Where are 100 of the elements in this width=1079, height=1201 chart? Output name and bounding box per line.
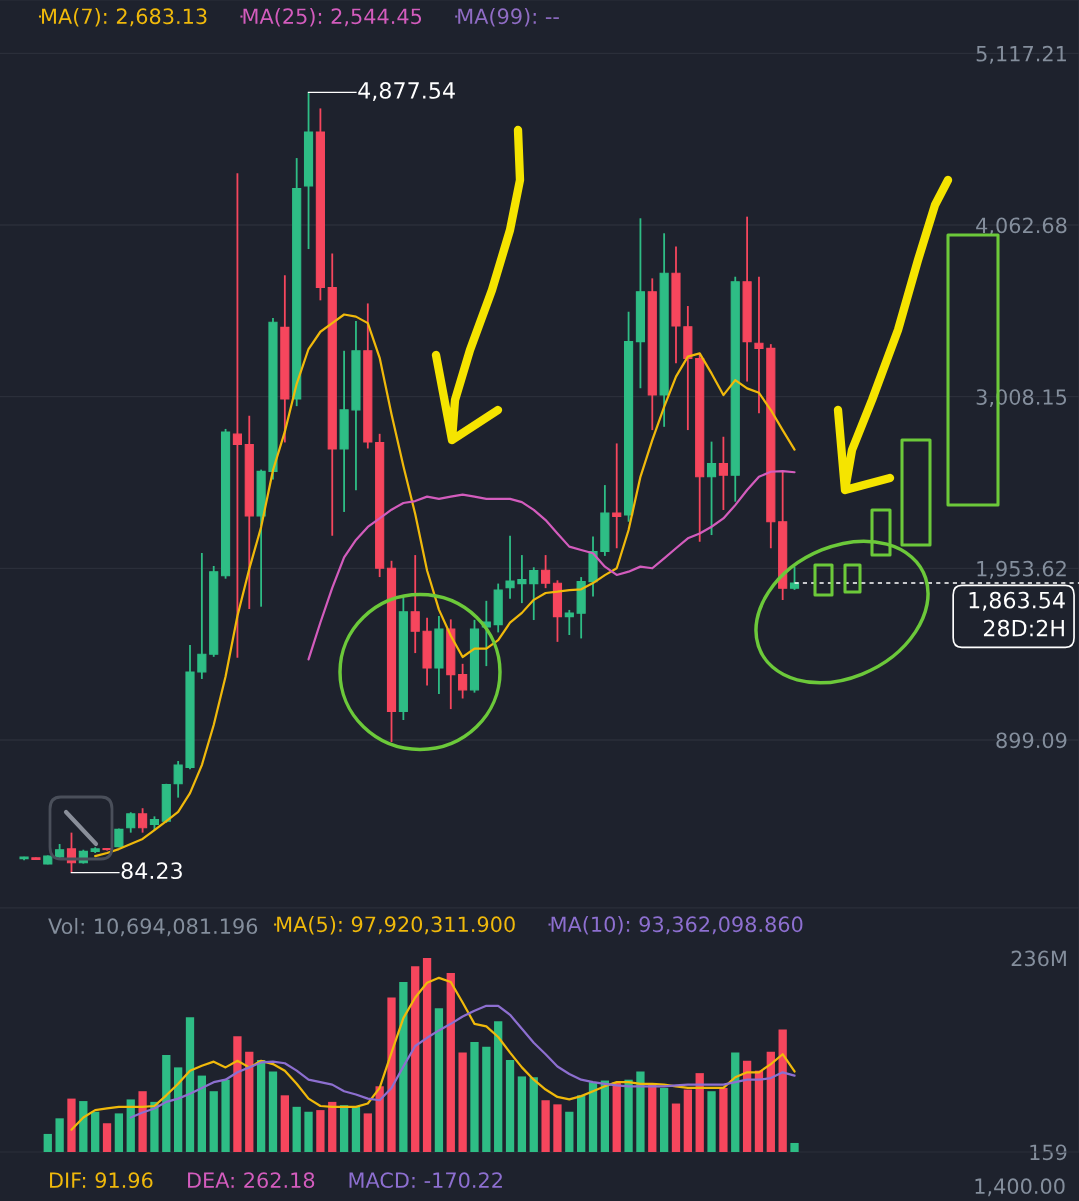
bar [233,1036,242,1152]
bar [541,1100,550,1152]
bar [458,1052,467,1152]
text: DIF: 91.96 [50,1172,153,1189]
annotation: Vol: 10,694,081.196 [48,917,258,937]
legend-label: MA(99): -- [458,8,559,27]
legend-label: MA(10): 93,362,098.860 [551,916,803,935]
annotation: 4,877.54 [358,82,455,102]
bar [636,1071,645,1152]
bar [446,972,455,1152]
bar [328,1101,337,1152]
bar [612,1082,621,1152]
bar [707,1091,716,1152]
bar [517,1076,527,1152]
bar [565,1111,574,1152]
bar [363,1113,372,1152]
bar [683,1089,692,1152]
bar [185,1017,195,1152]
bar [138,1091,147,1152]
candlestick [754,275,764,415]
bar [162,1055,171,1152]
bar [671,1103,681,1152]
candlestick [612,442,622,550]
bar [387,997,396,1152]
bar [731,1052,740,1152]
candlestick [173,760,183,799]
candlestick [505,534,515,600]
bar [245,1051,254,1152]
bar [494,1021,503,1152]
line-series [307,469,796,661]
annotation: 84.23 [121,862,182,880]
text: DEA: 262.18 [188,1172,315,1189]
candlestick [197,552,207,680]
bar [280,1095,289,1152]
candlestick [138,807,148,834]
bar [256,1059,266,1152]
bar [422,958,432,1152]
candlestick [718,435,728,511]
line-series [129,1004,796,1119]
bar [588,1082,598,1152]
bar [150,1101,159,1152]
bar [624,1079,633,1152]
candlestick [458,662,468,700]
bar [577,1095,586,1152]
bar [600,1080,610,1152]
text: 28D:2H [983,619,1064,637]
text: 1,400.00 [975,1178,1065,1197]
candlestick [126,811,136,834]
bar [174,1067,183,1152]
candlestick [564,609,574,636]
bar [659,1087,669,1152]
candlestick [517,554,527,605]
bar [553,1104,562,1152]
bar [292,1106,301,1152]
bar [67,1098,76,1152]
y-tick-label: 4,062.68 [976,217,1067,236]
bar [778,1029,787,1152]
bar [43,1133,52,1152]
text: MACD: -170.22 [349,1172,502,1189]
bar [316,1110,325,1152]
bar [529,1077,538,1152]
candlestick [529,566,539,621]
candlestick [410,554,420,654]
bar [339,1105,349,1152]
bar [79,1101,88,1152]
candlestick [541,554,551,590]
bar [754,1070,764,1152]
bar [470,1041,479,1152]
line-series [70,976,796,1131]
bar [742,1060,752,1152]
bar [434,1008,444,1152]
bar [399,981,408,1152]
bar [790,1142,799,1152]
bar [411,966,420,1152]
candlestick [232,172,243,659]
bar [55,1118,64,1152]
bar [375,1086,384,1152]
bar [114,1113,124,1152]
legend-label: MA(7): 2,683.13 [42,8,207,27]
ref-line-label: 1,863.54 [969,591,1065,611]
legend-label: MA(25): 2,544.45 [243,8,422,27]
bar [304,1111,313,1152]
y-tick-label: 236M [1011,950,1066,967]
y-tick-label: 1,953.62 [977,560,1066,579]
y-tick-label: 899.09 [996,732,1067,749]
bar [268,1071,278,1152]
bar [482,1046,491,1152]
y-tick-label: 5,117.21 [976,45,1066,64]
bar [695,1073,704,1152]
bar [91,1111,100,1152]
bar [766,1051,775,1152]
candlestick [706,440,717,536]
line-series [94,313,796,858]
bar [505,1059,515,1152]
bar [102,1123,112,1152]
bar [351,1106,361,1152]
y-tick-label: 159 [1030,1144,1067,1161]
legend-label: MA(5): 97,920,311.900 [277,916,515,935]
bar [126,1099,135,1152]
bar [197,1075,207,1152]
